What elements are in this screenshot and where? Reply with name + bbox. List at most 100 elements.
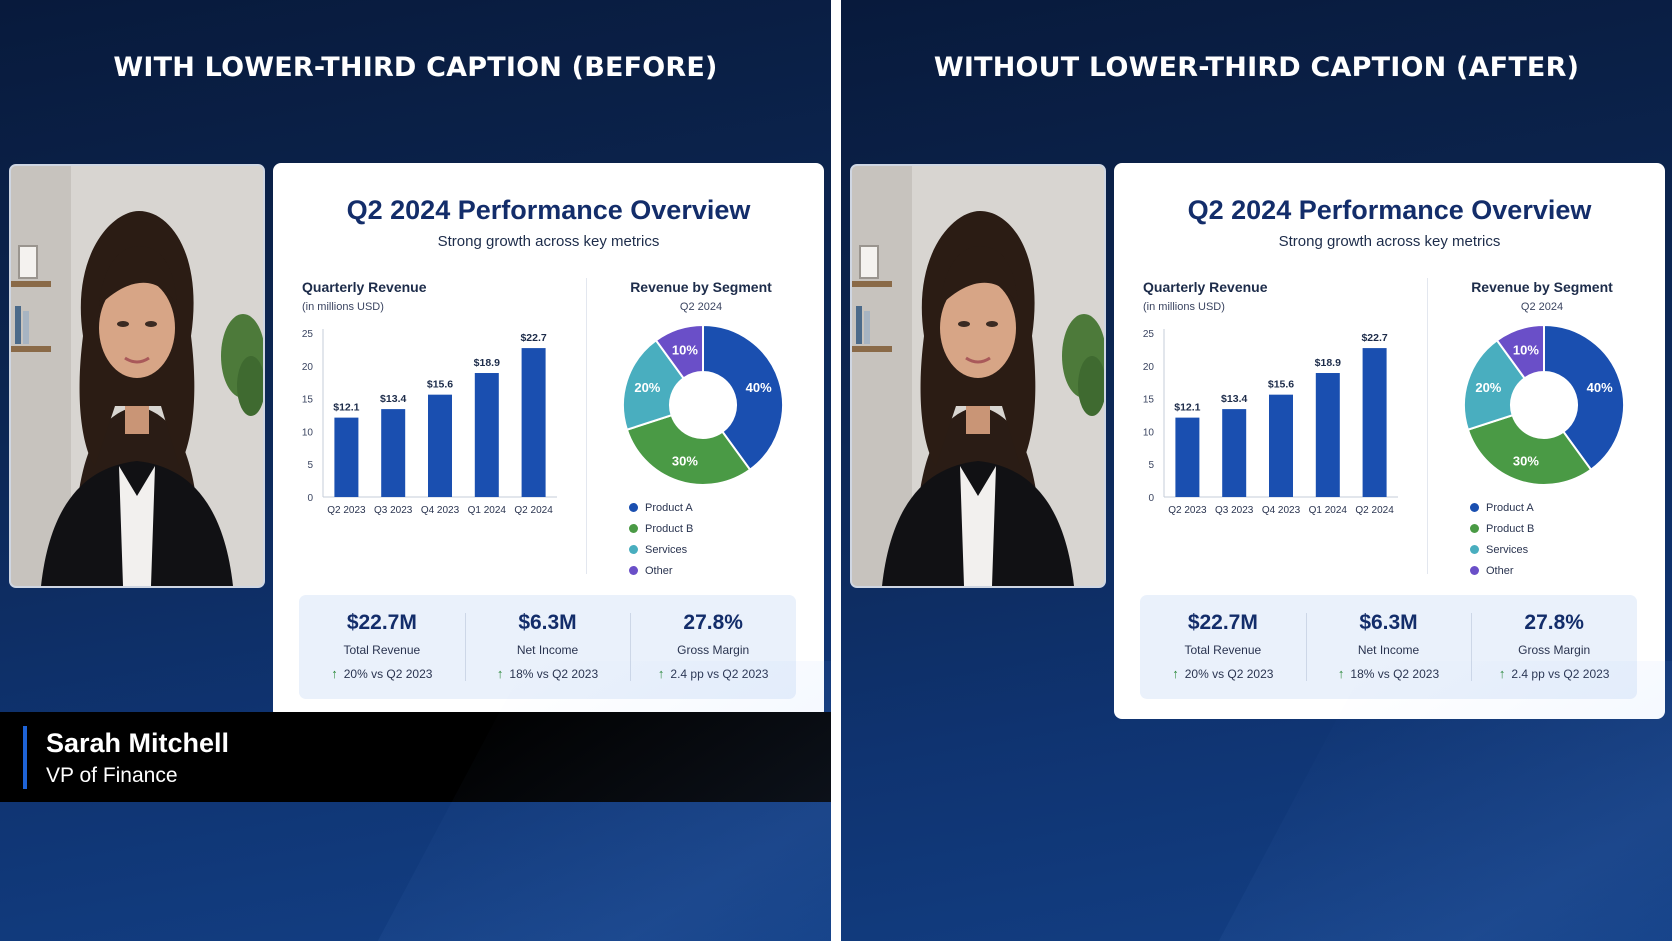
pie-slice <box>625 413 752 486</box>
kpi-change-text: 20% vs Q2 2023 <box>1184 666 1274 681</box>
pie-data-label: 20% <box>1475 380 1501 395</box>
kpi-value: $22.7M <box>346 611 417 634</box>
bar <box>1315 373 1340 497</box>
pie-data-label: 40% <box>1587 380 1613 395</box>
presentation-slide: Q2 2024 Performance Overview Strong grow… <box>1114 163 1665 719</box>
bar-chart-title: Quarterly Revenue <box>302 279 427 295</box>
after-panel-title: WITHOUT LOWER-THIRD CAPTION (AFTER) <box>933 52 1580 83</box>
arrow-up-icon: ↑ <box>1337 666 1345 681</box>
legend-label: Product B <box>645 522 694 535</box>
pie-data-label: 40% <box>746 380 772 395</box>
bar <box>1269 394 1293 497</box>
legend-label: Product A <box>645 501 693 514</box>
bar <box>1175 417 1200 497</box>
pie-data-label: 30% <box>672 454 698 469</box>
pie-slice <box>702 323 784 472</box>
legend-dot-icon <box>1470 545 1479 554</box>
presenter-video <box>9 164 265 588</box>
kpi-value: 27.8% <box>1524 611 1584 634</box>
kpi-label: Gross Margin <box>677 643 750 657</box>
pie-slice <box>654 323 704 380</box>
kpi-net-income: $6.3M Net Income ↑ 18% vs Q2 2023 <box>464 595 631 699</box>
bar-data-label: $22.7 <box>1361 332 1387 344</box>
legend-item: Services <box>1470 539 1534 560</box>
bar-data-label: $13.4 <box>1221 393 1247 405</box>
legend-dot-icon <box>1470 566 1479 575</box>
x-tick-label: Q3 2023 <box>1215 505 1254 516</box>
bar <box>521 348 546 497</box>
legend-dot-icon <box>629 566 638 575</box>
kpi-label: Total Revenue <box>1184 643 1262 657</box>
x-tick-label: Q2 2023 <box>1168 505 1207 516</box>
chart-divider <box>586 278 587 574</box>
kpi-change: ↑ 2.4 pp vs Q2 2023 <box>630 666 796 681</box>
arrow-up-icon: ↑ <box>657 666 665 681</box>
slide-subtitle: Strong growth across key metrics <box>437 233 660 250</box>
pie-slice <box>1495 323 1545 380</box>
legend-dot-icon <box>629 545 638 554</box>
kpi-value: $6.3M <box>518 611 577 634</box>
legend-item: Product B <box>629 518 693 539</box>
bar-chart-subtitle: (in millions USD) <box>302 301 384 313</box>
legend-label: Other <box>1486 564 1514 577</box>
bar-chart: 0 5 10 15 20 25 $12.1 Q2 2023 $13.4 Q3 2023 $15.6 Q… <box>302 329 557 516</box>
kpi-label: Total Revenue <box>343 643 421 657</box>
donut-chart: 40% 30% 20% 10% <box>1463 323 1625 486</box>
presenter-name: Sarah Mitchell <box>46 728 230 758</box>
kpi-change-text: 18% vs Q2 2023 <box>1350 666 1440 681</box>
legend-item: Product A <box>1470 497 1534 518</box>
kpi-gross-margin: 27.8% Gross Margin ↑ 2.4 pp vs Q2 2023 <box>630 595 796 699</box>
legend-label: Product B <box>1486 522 1535 535</box>
kpi-change: ↑ 18% vs Q2 2023 <box>465 666 631 681</box>
x-tick-label: Q1 2024 <box>468 505 507 516</box>
kpi-change: ↑ 20% vs Q2 2023 <box>1140 666 1306 681</box>
bar-data-label: $12.1 <box>1174 402 1200 414</box>
kpi-label: Gross Margin <box>1518 643 1591 657</box>
bar <box>428 394 452 497</box>
before-panel-title: WITH LOWER-THIRD CAPTION (BEFORE) <box>113 52 718 83</box>
kpi-change-text: 2.4 pp vs Q2 2023 <box>1511 666 1610 681</box>
y-tick-label: 15 <box>302 395 314 406</box>
pie-slice <box>1543 323 1625 472</box>
y-tick-label: 0 <box>1148 493 1154 504</box>
kpi-net-income: $6.3M Net Income ↑ 18% vs Q2 2023 <box>1305 595 1472 699</box>
y-tick-label: 10 <box>1143 427 1155 438</box>
kpi-value: 27.8% <box>683 611 743 634</box>
y-tick-label: 25 <box>1143 329 1155 340</box>
kpi-gross-margin: 27.8% Gross Margin ↑ 2.4 pp vs Q2 2023 <box>1471 595 1637 699</box>
kpi-strip: $22.7M Total Revenue ↑ 20% vs Q2 2023 $6.… <box>1140 595 1637 699</box>
slide-title: Q2 2024 Performance Overview <box>346 195 751 225</box>
y-tick-label: 20 <box>1143 362 1155 373</box>
arrow-up-icon: ↑ <box>1498 666 1506 681</box>
kpi-change: ↑ 2.4 pp vs Q2 2023 <box>1471 666 1637 681</box>
pie-slice <box>1466 413 1593 486</box>
pie-chart-subtitle: Q2 2024 <box>679 301 723 313</box>
chart-divider <box>1427 278 1428 574</box>
slide-title: Q2 2024 Performance Overview <box>1187 195 1592 225</box>
legend-dot-icon <box>1470 524 1479 533</box>
kpi-strip: $22.7M Total Revenue ↑ 20% vs Q2 2023 $6.… <box>299 595 796 699</box>
pie-data-label: 30% <box>1513 454 1539 469</box>
legend-dot-icon <box>629 524 638 533</box>
kpi-change: ↑ 18% vs Q2 2023 <box>1306 666 1472 681</box>
x-tick-label: Q4 2023 <box>421 505 460 516</box>
presenter-image <box>852 166 1104 586</box>
y-tick-label: 0 <box>307 493 313 504</box>
bar-data-label: $18.9 <box>474 357 500 369</box>
pie-slice <box>622 338 685 431</box>
kpi-change-text: 18% vs Q2 2023 <box>509 666 599 681</box>
slide-subtitle: Strong growth across key metrics <box>1278 233 1501 250</box>
kpi-total-revenue: $22.7M Total Revenue ↑ 20% vs Q2 2023 <box>299 595 465 699</box>
pie-slice <box>1463 338 1526 431</box>
legend-label: Services <box>1486 543 1529 556</box>
bar-chart: 0 5 10 15 20 25 $12.1 Q2 2023 $13.4 Q3 2023 $15.6 Q… <box>1143 329 1398 516</box>
pie-chart-title: Revenue by Segment <box>630 279 772 295</box>
bar <box>1362 348 1387 497</box>
kpi-label: Net Income <box>516 643 579 657</box>
arrow-up-icon: ↑ <box>496 666 504 681</box>
y-tick-label: 10 <box>302 427 314 438</box>
x-tick-label: Q3 2023 <box>374 505 413 516</box>
y-tick-label: 5 <box>307 460 313 471</box>
legend-item: Other <box>1470 560 1534 581</box>
x-tick-label: Q2 2024 <box>1355 505 1394 516</box>
